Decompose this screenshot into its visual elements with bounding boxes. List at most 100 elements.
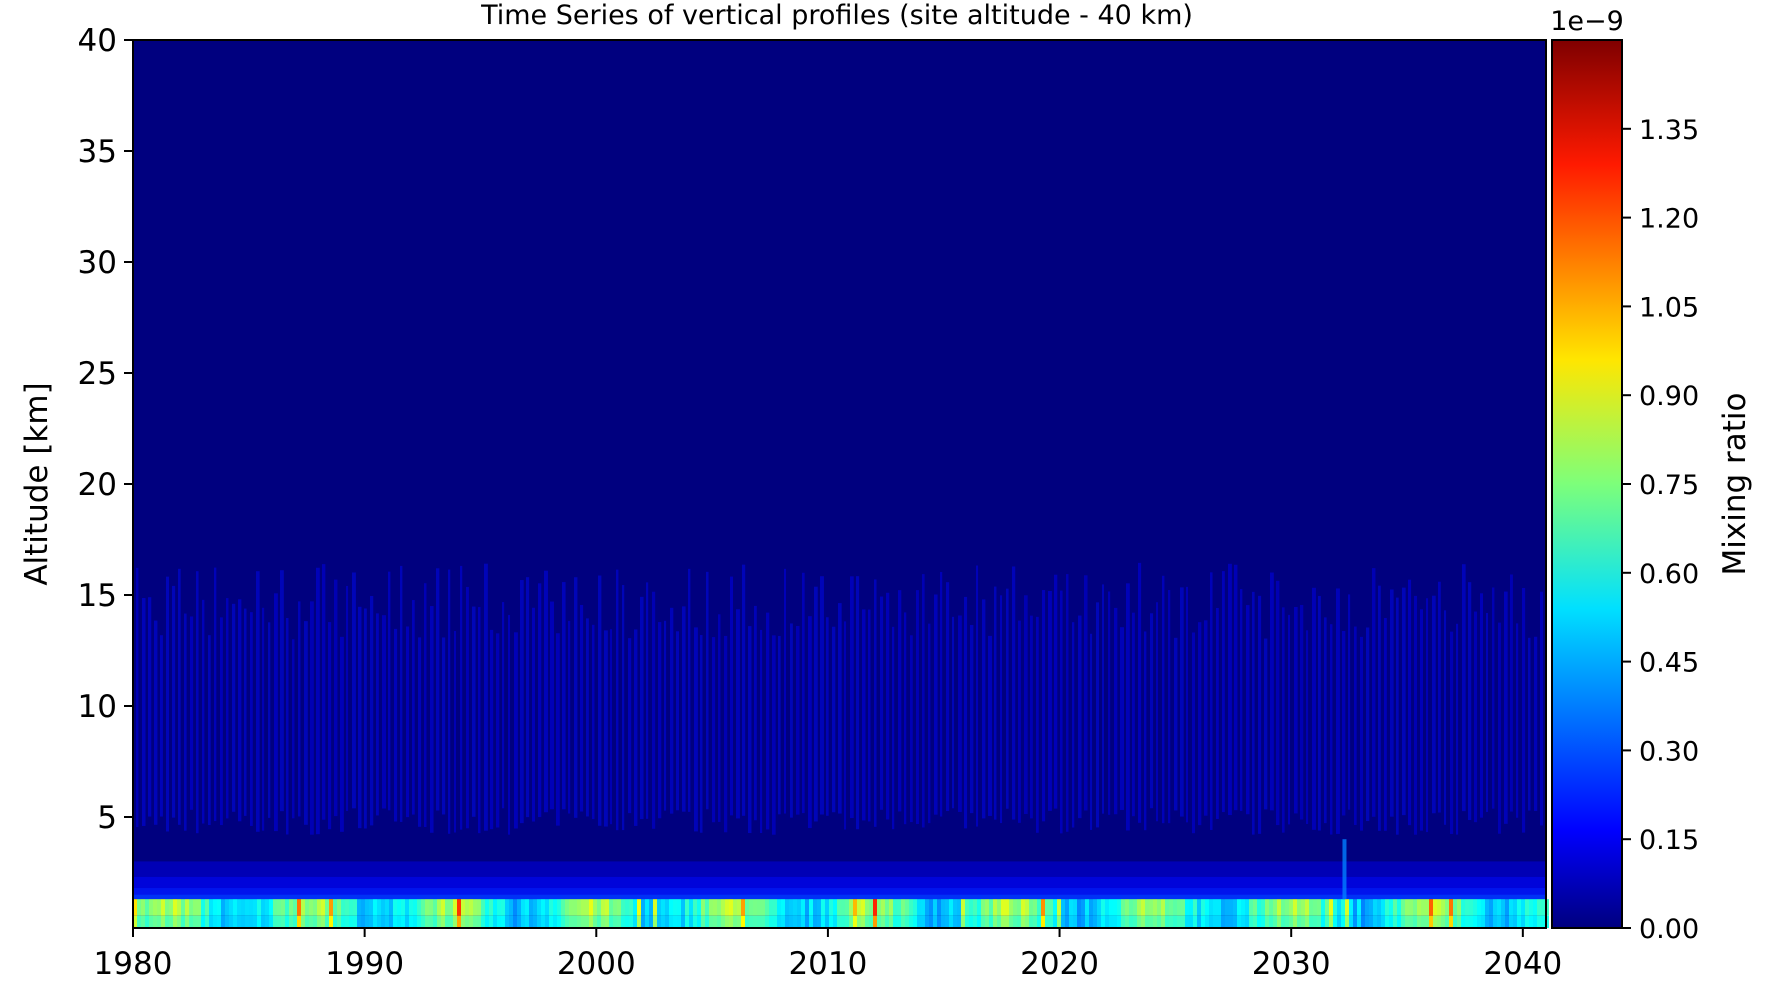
surface-band-cell <box>629 899 633 916</box>
texture-stripe <box>1384 617 1387 831</box>
surface-band-cell <box>509 915 513 928</box>
surface-band-cell <box>997 899 1001 916</box>
surface-band-cell <box>149 899 153 916</box>
texture-stripe <box>466 586 469 829</box>
surface-band-cell <box>1357 899 1361 916</box>
surface-band-cell <box>889 915 893 928</box>
surface-band-cell <box>953 899 957 916</box>
surface-band-cell <box>445 899 449 916</box>
surface-band-cell <box>373 915 377 928</box>
texture-stripe <box>388 571 391 811</box>
surface-band-cell <box>1057 915 1061 928</box>
surface-band-cell <box>1257 899 1261 916</box>
texture-stripe <box>502 602 505 809</box>
surface-band-cell <box>393 915 397 928</box>
texture-stripe <box>520 580 524 824</box>
surface-band-cell <box>657 899 661 916</box>
texture-stripe <box>1120 627 1124 810</box>
surface-band-cell <box>1065 899 1069 916</box>
surface-band-cell <box>1441 915 1445 928</box>
surface-band-cell <box>205 915 209 928</box>
surface-band-cell <box>637 899 641 916</box>
surface-band-cell <box>1421 915 1425 928</box>
surface-band-cell <box>625 899 629 916</box>
texture-stripe <box>1378 585 1381 831</box>
x-tick-label: 1980 <box>94 946 173 982</box>
colorbar-tick-label: 0.15 <box>1639 825 1699 856</box>
surface-band-cell <box>1269 899 1273 916</box>
texture-stripe <box>514 632 518 829</box>
surface-band-cell <box>1073 899 1077 916</box>
texture-stripe <box>1162 575 1165 824</box>
texture-stripe <box>1060 590 1063 834</box>
surface-band-cell <box>1005 915 1009 928</box>
surface-band-cell <box>221 915 225 928</box>
surface-band-cell <box>421 899 425 916</box>
texture-stripe <box>1012 566 1016 820</box>
surface-band-cell <box>201 915 205 928</box>
surface-band-cell <box>753 899 757 916</box>
surface-band-cell <box>1117 915 1121 928</box>
surface-band-cell <box>433 899 437 916</box>
surface-band-cell <box>849 915 853 928</box>
surface-band-cell <box>1361 915 1365 928</box>
surface-band-cell <box>473 915 477 928</box>
texture-stripe <box>316 567 320 835</box>
surface-band-cell <box>785 915 789 928</box>
surface-band-cell <box>169 899 173 916</box>
surface-band-cell <box>249 915 253 928</box>
texture-stripe <box>262 607 265 831</box>
surface-band-cell <box>1413 899 1417 916</box>
texture-stripe <box>1306 630 1309 824</box>
texture-stripe <box>868 609 871 822</box>
surface-band-cell <box>217 899 221 916</box>
surface-band-cell <box>1149 899 1153 916</box>
texture-stripe <box>898 590 902 812</box>
texture-stripe <box>742 564 746 816</box>
surface-band-cell <box>597 915 601 928</box>
surface-band-cell <box>897 899 901 916</box>
surface-band-cell <box>353 915 357 928</box>
surface-band-cell <box>1333 915 1337 928</box>
surface-band-cell <box>1481 899 1485 916</box>
surface-band-cell <box>237 915 241 928</box>
surface-band-cell <box>357 899 361 916</box>
surface-band-cell <box>1361 899 1365 916</box>
surface-band-cell <box>1281 899 1285 916</box>
surface-band-cell <box>333 899 337 916</box>
surface-band-cell <box>941 899 945 916</box>
surface-band-cell <box>725 915 729 928</box>
texture-stripe <box>1288 614 1291 825</box>
surface-band-cell <box>945 915 949 928</box>
texture-stripe <box>1408 579 1412 826</box>
surface-band-cell <box>685 915 689 928</box>
surface-band-cell <box>1465 915 1469 928</box>
surface-band-cell <box>669 899 673 916</box>
texture-stripe <box>1204 620 1208 816</box>
surface-band-cell <box>829 899 833 916</box>
surface-band-cell <box>1509 915 1513 928</box>
texture-stripe <box>676 631 680 811</box>
surface-band-cell <box>589 899 593 916</box>
surface-band-cell <box>449 899 453 916</box>
surface-band-cell <box>1381 915 1385 928</box>
surface-band-cell <box>689 899 693 916</box>
surface-band-cell <box>745 899 749 916</box>
surface-band-cell <box>793 915 797 928</box>
surface-band-cell <box>317 899 321 916</box>
texture-stripe <box>172 585 176 818</box>
surface-band-cell <box>313 915 317 928</box>
surface-band-cell <box>757 899 761 916</box>
surface-band-cell <box>1033 915 1037 928</box>
surface-band-cell <box>153 899 157 916</box>
surface-band-cell <box>441 899 445 916</box>
surface-band-cell <box>893 915 897 928</box>
surface-band-cell <box>1097 899 1101 916</box>
surface-band-cell <box>349 915 353 928</box>
surface-band-cell <box>345 915 349 928</box>
surface-band-cell <box>1297 915 1301 928</box>
surface-band-cell <box>665 899 669 916</box>
texture-stripe <box>1102 584 1105 814</box>
surface-band-cell <box>617 915 621 928</box>
surface-band-cell <box>149 915 153 928</box>
